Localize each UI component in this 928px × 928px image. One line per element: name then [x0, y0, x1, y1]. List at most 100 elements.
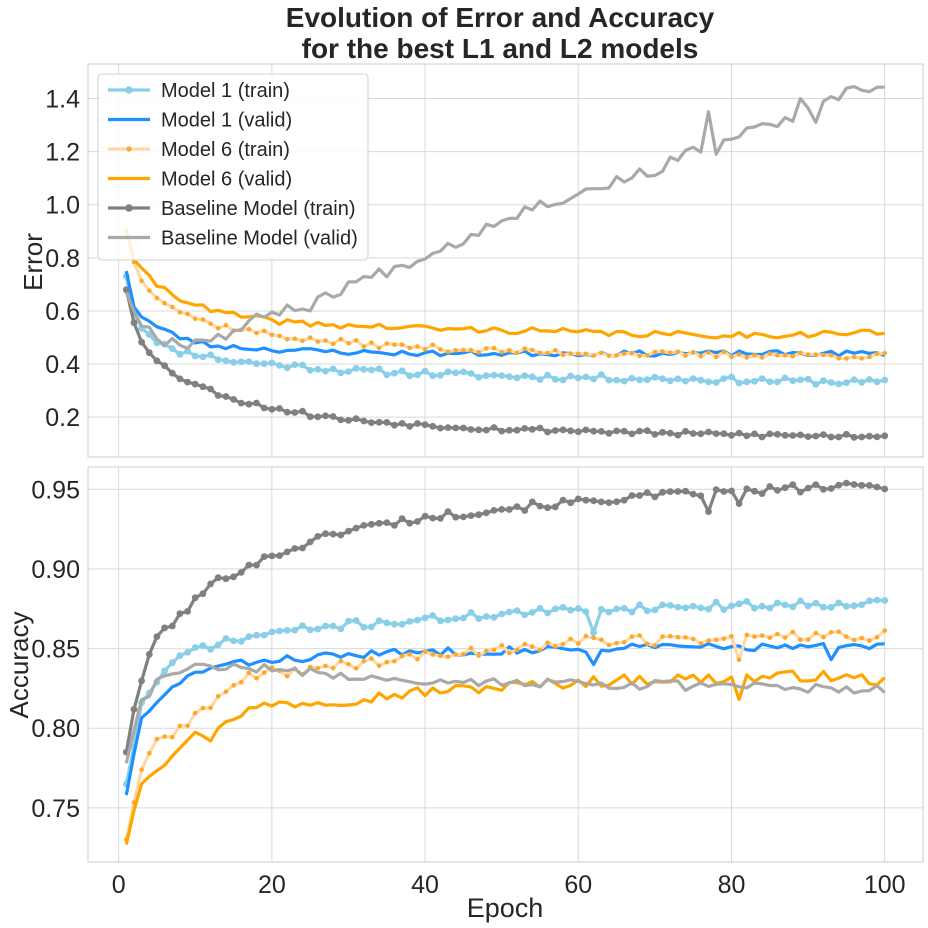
data-point: [276, 627, 283, 635]
series-line: [124, 662, 886, 764]
data-point: [322, 412, 329, 420]
data-point: [643, 427, 651, 435]
data-point: [168, 659, 176, 667]
data-point: [712, 486, 720, 493]
data-point: [590, 629, 597, 636]
data-point: [820, 377, 827, 385]
data-point: [827, 603, 835, 611]
data-point: [568, 636, 573, 642]
series-line: [124, 629, 886, 841]
data-point: [253, 360, 260, 368]
data-point: [843, 430, 850, 438]
data-point: [168, 622, 176, 630]
data-point: [660, 349, 665, 354]
data-point: [828, 353, 834, 358]
data-point: [613, 427, 620, 435]
data-point: [369, 656, 374, 661]
series-model1-train: [122, 273, 889, 388]
data-point: [376, 345, 382, 351]
y-tick-label: 0.85: [31, 636, 80, 664]
data-point: [337, 531, 345, 539]
data-point: [643, 489, 651, 496]
data-point: [850, 602, 858, 610]
data-point: [613, 498, 620, 506]
data-point: [292, 336, 298, 342]
data-point: [406, 372, 414, 380]
data-point: [697, 376, 705, 384]
data-point: [323, 338, 328, 343]
data-point: [866, 482, 873, 489]
data-point: [805, 637, 811, 642]
data-point: [874, 351, 880, 357]
data-point: [161, 362, 169, 370]
data-point: [782, 635, 788, 640]
data-point: [743, 598, 751, 605]
data-point: [452, 369, 460, 377]
data-point: [283, 408, 291, 416]
data-point: [484, 648, 489, 654]
data-point: [882, 351, 887, 356]
data-point: [260, 404, 268, 412]
data-point: [666, 602, 674, 609]
data-point: [199, 353, 207, 361]
data-point: [867, 354, 872, 360]
data-point: [797, 488, 804, 496]
data-point: [490, 371, 498, 379]
data-point: [283, 548, 291, 556]
data-point: [200, 705, 206, 711]
data-point: [291, 545, 299, 552]
data-point: [223, 322, 229, 328]
data-point: [444, 424, 452, 431]
data-point: [675, 349, 681, 355]
data-point: [154, 736, 160, 742]
chart-title-line1: Evolution of Error and Accuracy: [286, 2, 715, 33]
data-point: [774, 599, 781, 607]
data-point: [361, 659, 367, 664]
data-point: [230, 573, 238, 581]
data-point: [636, 427, 643, 435]
data-point: [323, 663, 328, 669]
data-point: [827, 379, 835, 386]
data-point: [574, 374, 582, 382]
data-point: [461, 347, 466, 353]
data-point: [314, 625, 322, 633]
data-point: [735, 429, 743, 437]
data-point: [752, 634, 757, 639]
data-point: [536, 502, 544, 510]
data-point: [591, 635, 596, 641]
data-point: [514, 350, 520, 356]
data-point: [368, 419, 375, 426]
data-point: [490, 424, 498, 431]
data-point: [230, 637, 238, 645]
data-point: [514, 647, 520, 652]
data-point: [184, 608, 192, 615]
data-point: [222, 575, 230, 583]
data-point: [276, 552, 283, 559]
data-point: [460, 424, 467, 432]
legend-label: Model 1 (valid): [161, 110, 292, 132]
data-point: [537, 647, 543, 653]
data-point: [583, 633, 589, 639]
data-point: [522, 346, 527, 351]
data-point: [804, 433, 812, 440]
data-point: [643, 607, 651, 615]
data-point: [528, 609, 536, 616]
data-point: [567, 427, 574, 435]
gridlines: [88, 467, 923, 862]
data-point: [138, 677, 146, 685]
data-point: [414, 518, 421, 525]
data-point: [599, 637, 604, 643]
data-point: [490, 507, 498, 514]
accuracy-panel: 0.75 0.80 0.85 0.90 0.95 0 20 40 60 80 100: [31, 466, 924, 899]
data-point: [774, 430, 781, 438]
data-point: [214, 356, 222, 364]
data-point: [191, 380, 199, 388]
data-point: [498, 610, 506, 618]
data-point: [199, 590, 207, 598]
data-point: [820, 485, 827, 493]
data-point: [620, 427, 628, 435]
data-point: [743, 485, 751, 493]
data-point: [499, 349, 505, 355]
data-point: [315, 339, 321, 344]
data-point: [652, 349, 658, 355]
